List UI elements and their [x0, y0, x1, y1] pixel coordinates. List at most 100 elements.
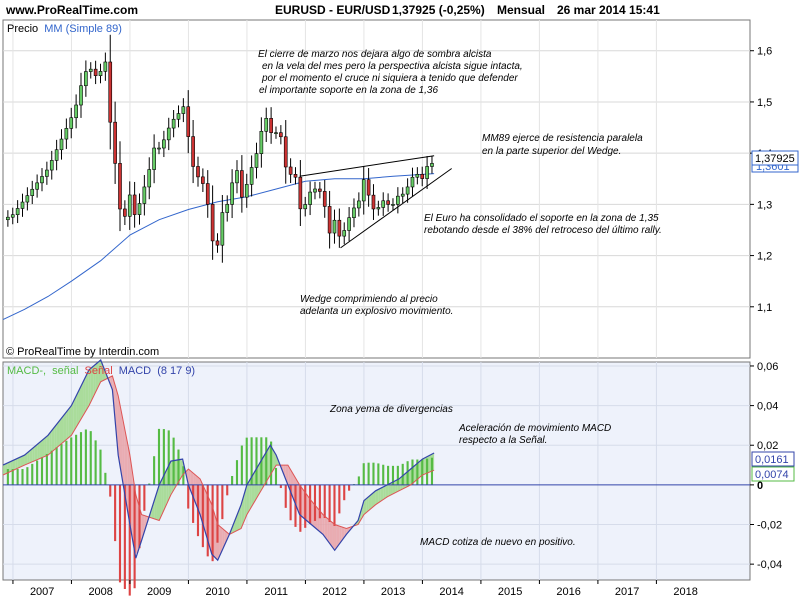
histogram-bar-negative — [133, 484, 136, 589]
candle-down — [215, 240, 220, 246]
candle-up — [396, 195, 400, 205]
macd-tick-label: -0,04 — [757, 559, 782, 571]
macd-value-label: 0,0161 — [755, 454, 789, 466]
candle-up — [220, 212, 225, 246]
histogram-bar-positive — [240, 445, 243, 485]
histogram-bar-negative — [123, 484, 126, 589]
candle-up — [376, 207, 381, 210]
price-legend: Precio MM (Simple 89) — [7, 23, 122, 35]
macd-fill-segment — [366, 496, 369, 513]
macd-fill-segment — [54, 424, 57, 450]
candle-down — [327, 206, 332, 234]
macd-fill-segment — [12, 459, 16, 471]
credit-text: © ProRealTime by Interdin.com — [6, 346, 159, 358]
ma89-line — [2, 173, 435, 321]
macd-fill-segment — [117, 393, 120, 466]
macd-fill-segment — [334, 524, 337, 551]
histogram-bar-negative — [299, 484, 302, 532]
price-legend-ma: MM (Simple 89) — [44, 23, 122, 35]
candle-up — [15, 208, 20, 216]
macd-fill-segment — [34, 444, 38, 461]
datetime-title: 26 mar 2014 15:41 — [557, 3, 660, 17]
macd-fill-segment — [368, 494, 372, 511]
histogram-bar-positive — [26, 467, 29, 485]
histogram-bar-positive — [367, 462, 370, 485]
candle-down — [108, 61, 113, 123]
time-tick-label: 2011 — [264, 586, 288, 598]
histogram-bar-positive — [265, 437, 268, 485]
macd-fill-segment — [144, 515, 147, 532]
macd-fill-segment — [158, 480, 162, 521]
candle-up — [20, 201, 25, 209]
candle-up — [347, 217, 351, 231]
macd-fill-segment — [93, 364, 96, 398]
candle-up — [137, 203, 142, 215]
macd-fill-segment — [219, 526, 223, 556]
macd-fill-segment — [41, 438, 45, 458]
histogram-bar-negative — [304, 484, 307, 528]
macd-fill-segment — [27, 450, 30, 464]
histogram-bar-negative — [128, 484, 131, 596]
macd-fill-segment — [332, 522, 335, 551]
site-title[interactable]: www.ProRealTime.com — [5, 3, 138, 17]
candle-down — [283, 136, 288, 168]
annotation-line: Wedge comprimiendo al precio — [300, 294, 438, 305]
candle-up — [425, 166, 429, 179]
candle-up — [264, 118, 269, 132]
histogram-bar-negative — [348, 484, 351, 491]
candle-down — [93, 68, 98, 76]
macd-fill-segment — [246, 481, 250, 516]
histogram-bar-positive — [21, 469, 24, 485]
histogram-bar-negative — [323, 484, 326, 519]
histogram-bar-negative — [226, 484, 229, 496]
histogram-bar-negative — [328, 484, 331, 522]
histogram-bar-negative — [313, 484, 317, 521]
candle-up — [54, 149, 59, 161]
time-tick-label: 2013 — [381, 586, 405, 598]
macd-fill-segment — [61, 415, 64, 444]
histogram-bar-negative — [118, 484, 122, 583]
macd-fill-segment — [29, 448, 33, 463]
histogram-bar-negative — [284, 484, 287, 508]
macd-tick-label: -0,02 — [757, 520, 782, 532]
histogram-bar-positive — [60, 444, 63, 485]
histogram-bar-positive — [382, 464, 385, 485]
candle-up — [69, 117, 74, 129]
histogram-bar-negative — [343, 484, 346, 501]
candle-up — [352, 207, 356, 218]
wedge-lower-line — [340, 168, 452, 249]
macd-fill-segment — [22, 454, 25, 467]
candle-up — [308, 191, 312, 205]
histogram-bar-positive — [231, 475, 234, 485]
period-title: Mensual — [497, 3, 545, 17]
price-legend-prefix: Precio — [7, 23, 38, 35]
time-tick-label: 2009 — [147, 586, 171, 598]
price-tick-label: 1,1 — [757, 302, 772, 314]
candle-up — [59, 138, 64, 151]
candle-up — [274, 132, 278, 134]
annotation-line: respecto a la Señal. — [459, 435, 547, 446]
annotation-line: en la parte superior del Wedge. — [482, 146, 621, 157]
macd-fill-segment — [324, 516, 328, 541]
histogram-bar-positive — [177, 449, 180, 485]
histogram-bar-positive — [40, 457, 44, 485]
price-grid — [3, 20, 750, 358]
histogram-bar-positive — [235, 460, 239, 485]
histogram-bar-negative — [289, 484, 292, 521]
time-axis: 2007 2008 2009 2010 2011 2012 2013 2014 2015 2016… — [12, 580, 698, 598]
annotation-line: en la vela del mes pero la perspectiva a… — [262, 61, 523, 72]
legend-macd-minus: MACD-, — [7, 365, 46, 377]
histogram-bar-negative — [309, 484, 312, 524]
macd-fill-segment — [83, 376, 86, 416]
candle-up — [49, 160, 54, 171]
macd-fill-segment — [88, 368, 91, 407]
histogram-bar-negative — [221, 484, 224, 520]
legend-params: (8 17 9) — [157, 365, 195, 377]
candle-up — [225, 204, 230, 213]
histogram-bar-positive — [426, 458, 429, 485]
histogram-bar-negative — [333, 484, 336, 526]
time-tick-label: 2007 — [30, 586, 54, 598]
macd-fill-segment — [122, 416, 125, 495]
time-tick-label: 2012 — [322, 586, 346, 598]
macd-fill-segment — [156, 485, 159, 521]
